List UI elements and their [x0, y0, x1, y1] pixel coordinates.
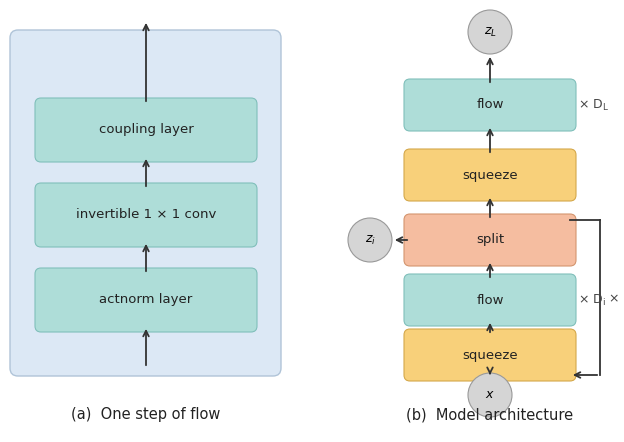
- FancyBboxPatch shape: [10, 30, 281, 376]
- Text: invertible 1 × 1 conv: invertible 1 × 1 conv: [76, 209, 216, 221]
- Text: $\times\ \mathrm{(L\!-\!1)}$: $\times\ \mathrm{(L\!-\!1)}$: [608, 290, 624, 305]
- FancyBboxPatch shape: [35, 183, 257, 247]
- Text: $x$: $x$: [485, 389, 495, 401]
- FancyBboxPatch shape: [404, 149, 576, 201]
- Text: (a)  One step of flow: (a) One step of flow: [71, 408, 221, 423]
- Text: coupling layer: coupling layer: [99, 123, 193, 137]
- FancyBboxPatch shape: [35, 268, 257, 332]
- FancyBboxPatch shape: [404, 79, 576, 131]
- FancyBboxPatch shape: [404, 214, 576, 266]
- Circle shape: [348, 218, 392, 262]
- Text: squeeze: squeeze: [462, 348, 518, 362]
- Text: split: split: [476, 233, 504, 247]
- Text: $\times\ \mathrm{D_L}$: $\times\ \mathrm{D_L}$: [578, 97, 609, 113]
- Text: actnorm layer: actnorm layer: [99, 293, 193, 306]
- Text: flow: flow: [476, 99, 504, 111]
- Text: $z_\mathregular{i}$: $z_\mathregular{i}$: [364, 233, 376, 247]
- Text: flow: flow: [476, 293, 504, 306]
- FancyBboxPatch shape: [35, 98, 257, 162]
- FancyBboxPatch shape: [404, 329, 576, 381]
- Text: $z_\mathregular{L}$: $z_\mathregular{L}$: [484, 26, 497, 38]
- Text: (b)  Model architecture: (b) Model architecture: [406, 408, 573, 423]
- Circle shape: [468, 373, 512, 417]
- FancyBboxPatch shape: [404, 274, 576, 326]
- Text: $\times\ \mathrm{D_i}$: $\times\ \mathrm{D_i}$: [578, 293, 606, 308]
- Circle shape: [468, 10, 512, 54]
- Text: squeeze: squeeze: [462, 168, 518, 182]
